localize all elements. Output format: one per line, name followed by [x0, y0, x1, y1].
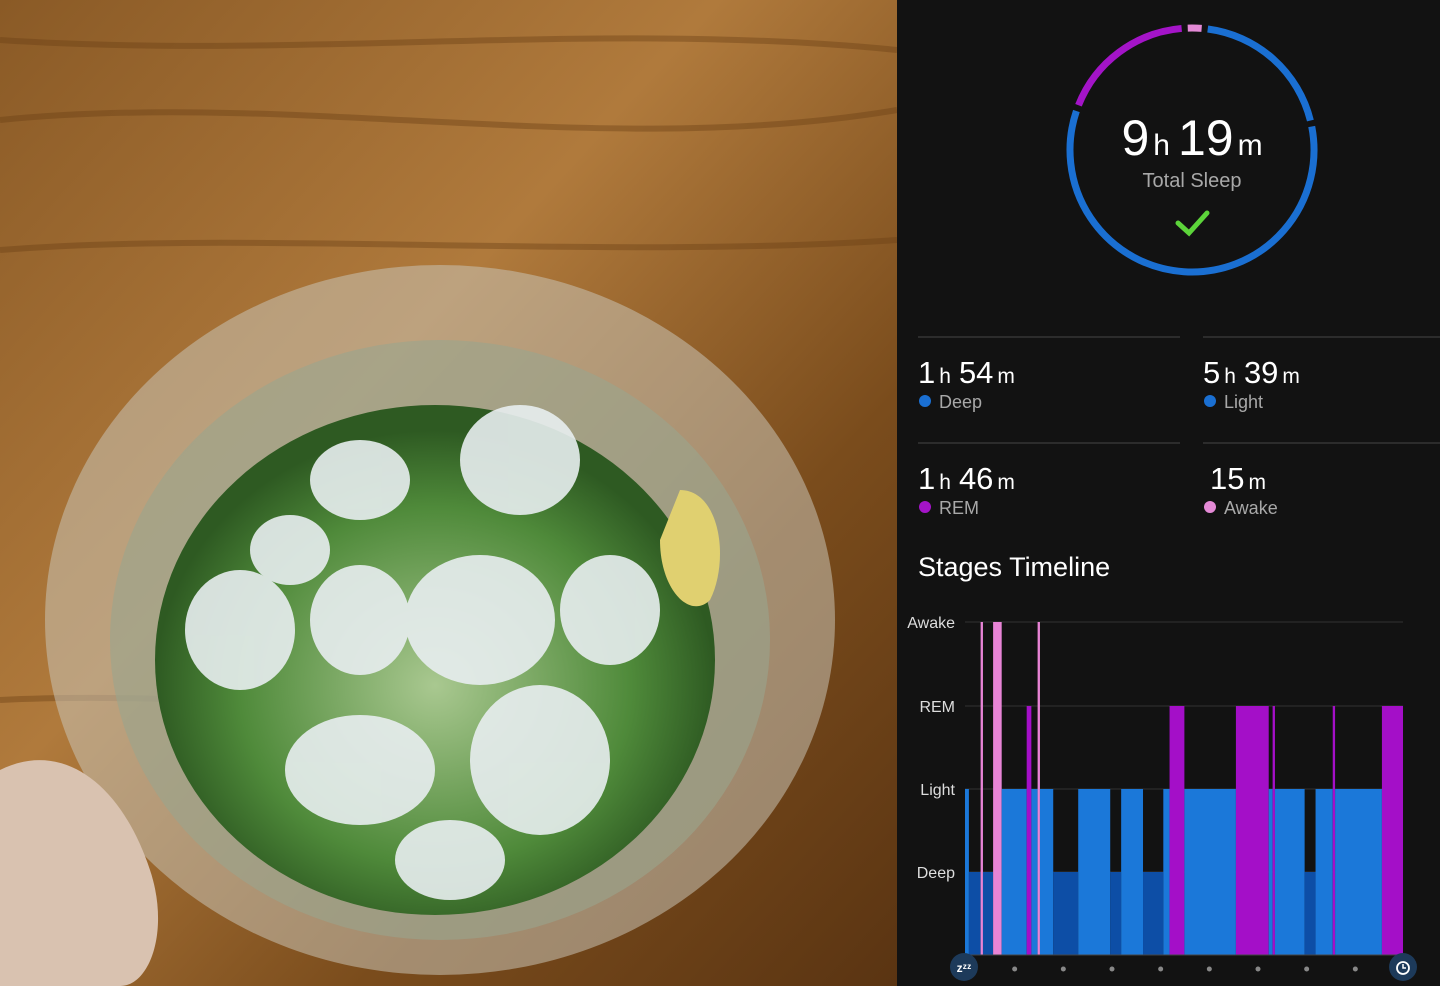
- y-tick-label: REM: [919, 699, 955, 716]
- minute-unit: m: [1282, 365, 1300, 388]
- timeline-segment: [1078, 789, 1111, 955]
- timeline-segment: [1235, 706, 1269, 955]
- hours: 1: [918, 355, 935, 390]
- timeline-segment: [1143, 872, 1164, 955]
- timeline-segment: [1335, 789, 1382, 955]
- stage-duration: 5 h 39 m: [1203, 355, 1300, 390]
- y-tick-label: Light: [920, 782, 955, 799]
- timeline-title: Stages Timeline: [918, 552, 1110, 582]
- ring-segment: [1075, 24, 1182, 107]
- timeline-segment: [1304, 872, 1316, 955]
- timeline-chart: Awake REM Light Deep zᶻᶻ: [907, 615, 1417, 981]
- timeline-segment: [1039, 789, 1054, 955]
- stage-dot: [919, 395, 931, 407]
- timeline-segment: [1001, 789, 1027, 955]
- minute-unit: m: [997, 365, 1015, 388]
- timeline-segment: [1268, 789, 1273, 955]
- minutes: 15: [1210, 461, 1244, 496]
- timeline-segment: [1110, 872, 1122, 955]
- time-dot: [1206, 966, 1212, 972]
- goal-check-icon: [1175, 210, 1210, 237]
- minutes: 54: [959, 355, 993, 390]
- stage-duration: 1 h 54 m: [918, 355, 1015, 390]
- minute-unit: m: [997, 471, 1015, 494]
- sleep-start-icon: zᶻᶻ: [957, 961, 972, 975]
- timeline-segment: [968, 872, 981, 955]
- y-tick-label: Awake: [907, 615, 955, 632]
- time-dot: [1109, 966, 1115, 972]
- y-tick-label: Deep: [917, 865, 955, 882]
- hours: 5: [1203, 355, 1220, 390]
- timeline-segment: [1169, 706, 1185, 955]
- stage-label: REM: [939, 498, 979, 518]
- hours: 1: [918, 461, 935, 496]
- stage-dot: [1204, 501, 1216, 513]
- stage-duration: 1 h 46 m: [918, 461, 1015, 496]
- stage-label: Awake: [1224, 498, 1278, 518]
- stage-label: Light: [1224, 392, 1263, 412]
- minute-unit: m: [1248, 471, 1266, 494]
- minutes: 39: [1244, 355, 1278, 390]
- minutes: 46: [959, 461, 993, 496]
- total-sleep-value: 9 h 19 m: [1121, 110, 1262, 166]
- timeline-segment: [1037, 622, 1040, 955]
- timeline-segment: [1184, 789, 1236, 955]
- timeline-segment: [980, 622, 983, 955]
- stage-label: Deep: [939, 392, 982, 412]
- timeline-segment: [1272, 706, 1275, 955]
- minute-unit: m: [1238, 129, 1263, 162]
- wake-icon: [1396, 961, 1410, 975]
- timeline-segment: [1053, 872, 1079, 955]
- sleep-ring: [1066, 24, 1318, 276]
- hour-unit: h: [1224, 365, 1236, 388]
- minutes: 19: [1178, 110, 1234, 166]
- timeline-segment: [1026, 706, 1032, 955]
- timeline-segment: [1274, 789, 1305, 955]
- timeline-segment: [1315, 789, 1333, 955]
- timeline-segment: [1121, 789, 1144, 955]
- hour-unit: h: [1153, 129, 1170, 162]
- timeline-segment: [982, 872, 994, 955]
- time-dot: [1158, 966, 1164, 972]
- time-dot: [1304, 966, 1310, 972]
- time-dot: [1352, 966, 1358, 972]
- timeline-segment: [1163, 789, 1170, 955]
- sleep-start-icon-bg: [950, 953, 978, 981]
- timeline-segment: [993, 622, 1002, 955]
- time-dot: [1060, 966, 1066, 972]
- timeline-segment: [1031, 789, 1038, 955]
- wake-icon-hands: [1402, 964, 1406, 969]
- hour-unit: h: [939, 365, 951, 388]
- time-dot: [1255, 966, 1261, 972]
- timeline-segment: [965, 789, 969, 955]
- hour-unit: h: [939, 471, 951, 494]
- total-sleep-label: Total Sleep: [1143, 170, 1242, 192]
- time-dot: [1012, 966, 1018, 972]
- stage-duration: 15 m: [1210, 461, 1266, 496]
- ring-segment: [1066, 109, 1318, 276]
- stage-dot: [919, 501, 931, 513]
- ring-segment: [1207, 25, 1314, 122]
- photo: [0, 0, 898, 986]
- timeline-segment: [1381, 706, 1403, 955]
- hours: 9: [1121, 110, 1149, 166]
- timeline-segment: [1332, 706, 1336, 955]
- stage-dot: [1204, 395, 1216, 407]
